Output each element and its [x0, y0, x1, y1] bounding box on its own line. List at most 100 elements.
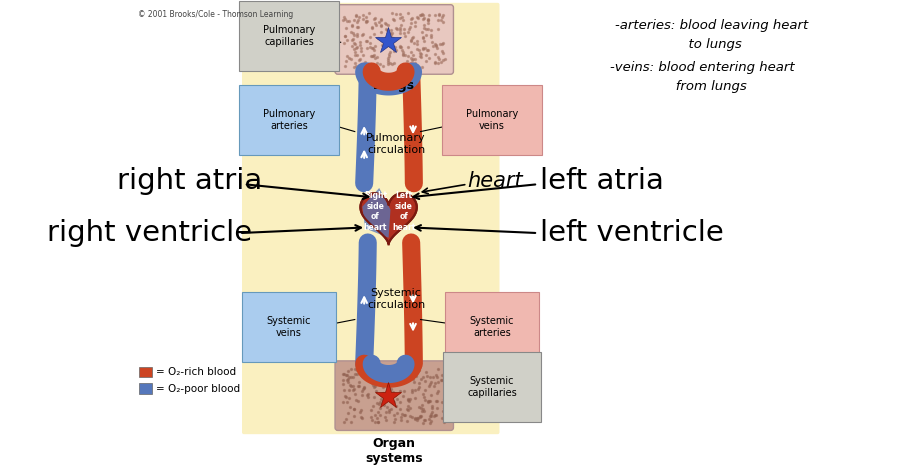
Point — [424, 378, 438, 385]
Point — [350, 44, 365, 51]
Point — [415, 407, 430, 414]
Point — [420, 16, 435, 24]
Point — [380, 56, 395, 63]
Point — [347, 40, 362, 48]
Point — [420, 398, 435, 405]
Point — [346, 385, 361, 392]
Point — [416, 419, 431, 426]
Text: Pulmonary
veins: Pulmonary veins — [466, 109, 519, 131]
Point — [355, 414, 369, 421]
Point — [397, 387, 412, 394]
Point — [351, 56, 366, 64]
Point — [392, 42, 407, 49]
Point — [410, 13, 425, 21]
Point — [414, 401, 429, 408]
Point — [430, 404, 445, 412]
Point — [395, 13, 410, 21]
Point — [436, 407, 450, 415]
Point — [422, 415, 437, 423]
Point — [381, 408, 396, 416]
Point — [367, 51, 381, 59]
Point — [391, 395, 405, 402]
Point — [429, 397, 444, 405]
Point — [416, 38, 431, 45]
Point — [340, 375, 355, 383]
FancyBboxPatch shape — [335, 5, 453, 74]
Point — [356, 51, 370, 59]
Point — [371, 400, 386, 408]
Point — [401, 52, 415, 59]
Point — [347, 16, 362, 24]
Point — [374, 22, 389, 30]
Point — [390, 409, 404, 417]
Point — [391, 379, 405, 387]
Point — [335, 380, 350, 387]
Point — [404, 367, 419, 375]
Point — [374, 15, 389, 23]
Point — [401, 407, 415, 414]
Point — [384, 393, 399, 401]
Point — [414, 28, 429, 36]
Point — [360, 391, 375, 399]
Point — [386, 17, 401, 24]
Point — [381, 52, 396, 60]
Point — [416, 14, 431, 22]
Point — [403, 54, 418, 61]
Point — [367, 383, 381, 391]
Point — [424, 33, 438, 40]
Text: Right
side
of
heart: Right side of heart — [364, 192, 387, 232]
Point — [434, 16, 449, 23]
Point — [416, 21, 431, 28]
Point — [369, 53, 384, 61]
Point — [379, 416, 393, 424]
Text: -arteries: blood leaving heart: -arteries: blood leaving heart — [615, 19, 809, 32]
Point — [423, 419, 437, 426]
Text: Organ
systems: Organ systems — [366, 437, 423, 465]
Point — [374, 396, 389, 403]
Text: to lungs: to lungs — [629, 38, 742, 51]
Point — [378, 35, 392, 42]
Point — [364, 413, 379, 421]
Point — [376, 379, 391, 386]
Point — [349, 44, 364, 51]
Point — [392, 24, 407, 32]
Point — [345, 36, 360, 43]
Point — [428, 412, 443, 419]
Point — [426, 382, 441, 390]
Point — [338, 32, 353, 39]
Point — [351, 397, 366, 404]
Point — [346, 29, 361, 37]
Point — [410, 45, 425, 53]
Point — [413, 413, 427, 421]
Point — [418, 31, 433, 39]
Point — [350, 366, 365, 374]
Point — [356, 383, 371, 391]
Point — [345, 373, 360, 381]
Text: right ventricle: right ventricle — [47, 219, 251, 247]
Point — [344, 42, 359, 49]
Point — [367, 31, 381, 38]
Point — [376, 381, 391, 388]
Point — [336, 16, 351, 23]
Point — [345, 21, 360, 29]
Point — [406, 379, 421, 386]
Point — [380, 33, 395, 41]
Point — [396, 48, 411, 56]
Point — [365, 44, 379, 52]
Point — [356, 30, 370, 37]
Point — [346, 40, 361, 47]
Point — [363, 33, 378, 41]
Point — [349, 370, 364, 378]
Point — [383, 26, 398, 33]
Point — [347, 405, 362, 413]
Point — [416, 34, 431, 41]
Point — [348, 51, 363, 59]
Point — [418, 417, 433, 424]
Point — [414, 376, 428, 383]
Point — [371, 34, 386, 42]
Point — [419, 51, 434, 58]
Point — [359, 374, 374, 382]
Point — [438, 399, 453, 406]
Point — [365, 24, 379, 32]
Point — [370, 367, 385, 375]
